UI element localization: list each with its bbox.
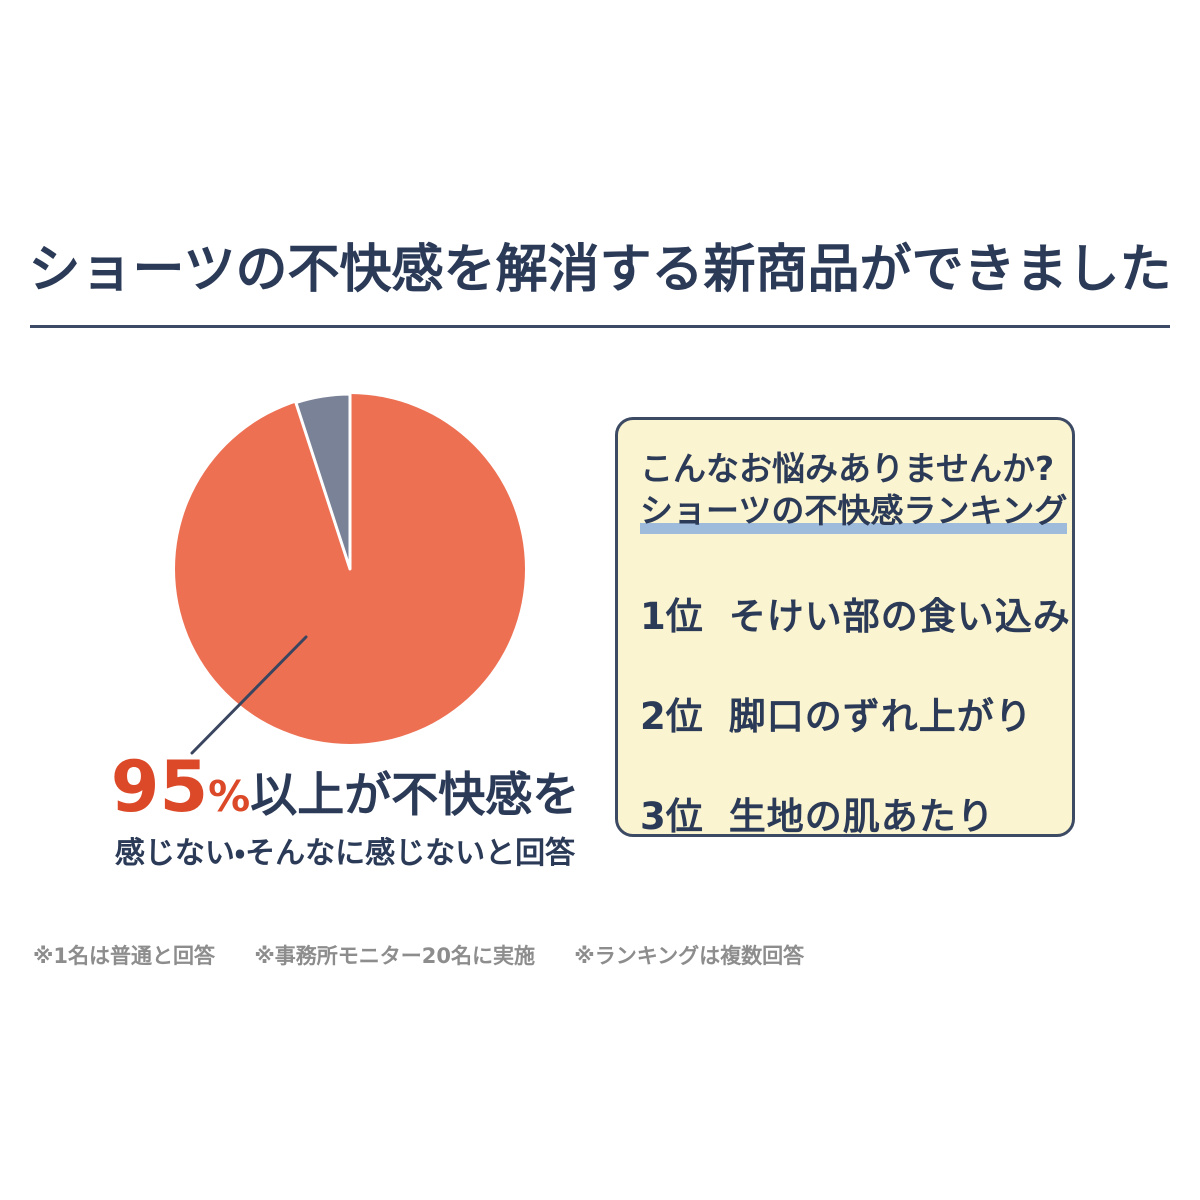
percentage-value: 95 xyxy=(110,746,209,828)
leader-line xyxy=(190,635,308,755)
footnotes: ※1名は普通と回答 ※事務所モニター20名に実施 ※ランキングは複数回答 xyxy=(33,940,1133,970)
pie-caption: 95%以上が不快感を 感じない・そんなに感じないと回答 xyxy=(95,752,595,872)
title-divider xyxy=(30,325,1170,328)
footnote-1: ※1名は普通と回答 xyxy=(33,944,216,968)
ranking-item-2: 2位 脚口のずれ上がり xyxy=(640,686,1052,740)
pie-caption-text: 以上が不快感を xyxy=(250,768,580,823)
percentage-sign: % xyxy=(208,772,251,821)
rank-label: 生地の肌あたり xyxy=(728,794,995,838)
ranking-item-3: 3位 生地の肌あたり xyxy=(640,786,1052,840)
ranking-box-heading-line1: こんなお悩みありませんか? xyxy=(640,449,1055,488)
rank-number: 3位 xyxy=(640,794,703,838)
pie-caption-line1: 95%以上が不快感を xyxy=(95,752,595,822)
page-title: ショーツの不快感を解消する新商品ができました xyxy=(28,240,1172,300)
footnote-3: ※ランキングは複数回答 xyxy=(574,944,805,968)
ranking-item-1: 1位 そけい部の食い込み xyxy=(640,586,1070,640)
ranking-box-heading-line2: ショーツの不快感ランキング xyxy=(640,490,1068,534)
ranking-box: こんなお悩みありませんか? ショーツの不快感ランキング 1位 そけい部の食い込み… xyxy=(615,417,1075,840)
pie-chart xyxy=(173,392,527,746)
pie-caption-line2: 感じない・そんなに感じないと回答 xyxy=(114,836,576,871)
rank-number: 1位 xyxy=(640,594,703,638)
rank-label: 脚口のずれ上がり xyxy=(728,694,1033,738)
footnote-2: ※事務所モニター20名に実施 xyxy=(254,944,535,968)
rank-number: 2位 xyxy=(640,694,703,738)
highlighted-heading-text: ショーツの不快感ランキング xyxy=(640,490,1068,534)
rank-label: そけい部の食い込み xyxy=(728,594,1071,638)
pie-slice-minority xyxy=(294,392,352,571)
pie-chart-svg xyxy=(175,392,525,744)
